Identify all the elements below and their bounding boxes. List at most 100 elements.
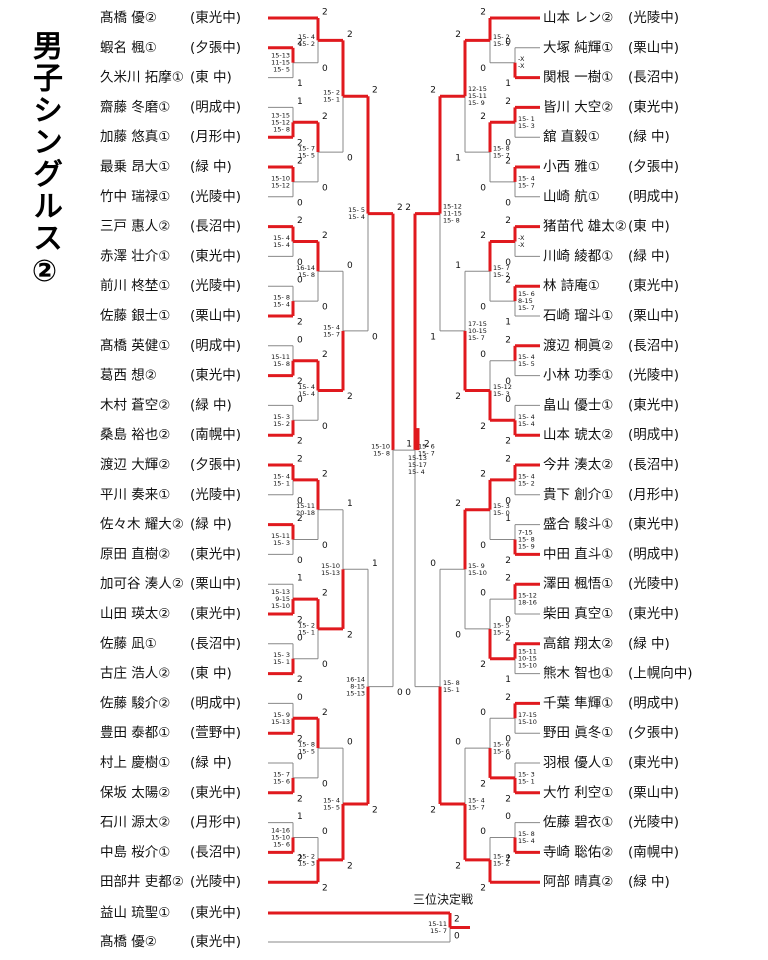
match-result: 0 [505, 812, 511, 822]
player-name: 葛西 想② [100, 368, 157, 384]
match-result: 0 [480, 827, 486, 837]
player-name: 山本 琥太② [543, 427, 613, 443]
match-score: 15- 2 [298, 40, 315, 48]
player-school: (東 中) [190, 666, 232, 682]
match-score: 15- 7 [273, 770, 290, 778]
match-score: 15-11 [428, 920, 447, 928]
match-result: 2 [505, 276, 511, 286]
match-result: 2 [454, 915, 460, 925]
match-score: 15- 4 [518, 837, 535, 845]
match-score: 15- 3 [518, 770, 535, 778]
match-score: 15- 9 [273, 711, 290, 719]
match-result: 2 [347, 630, 353, 640]
match-result: 2 [297, 854, 303, 864]
player-school: (光陵中) [190, 874, 241, 890]
match-result: 2 [347, 392, 353, 402]
match-score: 15-10 [271, 174, 290, 182]
player-school: (緑 中) [628, 248, 670, 264]
match-score: 15- 6 [418, 443, 435, 451]
player-name: 澤田 楓悟① [543, 576, 613, 592]
match-score: 15- 9 [518, 543, 535, 551]
match-score: 15-12 [271, 181, 290, 189]
match-score: 18-16 [518, 599, 537, 607]
player-school: (月形中) [190, 815, 241, 831]
player-school: (月形中) [190, 129, 241, 145]
match-score: 15- 5 [323, 803, 340, 811]
match-score: 15- 4 [518, 353, 535, 361]
match-result: 2 [322, 350, 328, 360]
match-score: 15- 8 [518, 830, 535, 838]
match-score: 15-11 [271, 353, 290, 361]
match-result: 2 [455, 30, 461, 40]
player-school: (栗山中) [628, 785, 679, 801]
match-result: 0 [297, 258, 303, 268]
player-school: (東光中) [628, 606, 679, 622]
match-result: 1 [297, 79, 303, 89]
match-score: 15- 7 [518, 181, 535, 189]
match-result: 2 [505, 437, 511, 447]
player-school: (長沼中) [190, 636, 241, 652]
match-result: 1 [297, 812, 303, 822]
match-result: 2 [372, 86, 378, 96]
player-school: (光陵中) [628, 815, 679, 831]
match-result: 1 [505, 318, 511, 328]
player-school: (東 中) [628, 219, 670, 235]
player-name: 貴下 創介① [543, 487, 613, 503]
match-score: 11-15 [271, 59, 290, 67]
match-score: 15- 7 [493, 264, 510, 272]
match-score: 15- 4 [273, 301, 290, 309]
player-name: 齋藤 冬磨① [100, 98, 170, 115]
player-name: 小林 功季① [543, 368, 613, 384]
match-result: 0 [297, 395, 303, 405]
match-score: 15- 8 [493, 145, 510, 153]
player-school: (緑 中) [628, 636, 670, 652]
match-result: 2 [505, 794, 511, 804]
match-score: 15-13 [271, 52, 290, 60]
match-score: 15- 8 [373, 450, 390, 458]
match-score: 15- 5 [298, 748, 315, 756]
player-name: 豊田 泰都① [100, 725, 170, 741]
player-name: 石川 源太② [100, 815, 170, 831]
match-result: 2 [480, 884, 486, 894]
match-score: 15- 4 [298, 383, 315, 391]
match-result: 2 [480, 231, 486, 241]
player-name: 小西 雅① [543, 159, 600, 175]
match-score: 15- 7 [298, 145, 315, 153]
player-name: 盛合 駿斗① [543, 517, 613, 533]
player-name: 羽根 優人① [543, 755, 613, 771]
player-name: 田部井 吏都② [100, 874, 184, 890]
player-school: (東光中) [628, 278, 679, 294]
player-name: 髙橋 優② [100, 9, 157, 26]
player-school: (明成中) [628, 695, 679, 711]
match-score: 15- 7 [468, 334, 485, 342]
player-name: 舘 直毅① [543, 128, 600, 145]
match-score: 13-15 [271, 111, 290, 119]
match-score: 15-12 [271, 118, 290, 126]
player-school: (月形中) [628, 487, 679, 503]
match-result: 0 [322, 660, 328, 670]
match-score: -X [518, 55, 525, 63]
match-score: 15- 5 [273, 66, 290, 74]
player-name: 保坂 太陽② [100, 785, 170, 801]
match-result: 0 [397, 688, 403, 698]
match-result: 2 [297, 216, 303, 226]
match-result: 0 [347, 154, 353, 164]
player-school: (緑 中) [190, 159, 232, 175]
player-school: (光陵中) [628, 576, 679, 592]
player-name: 蝦名 楓① [100, 40, 157, 56]
match-result: 0 [505, 496, 511, 506]
match-score: 16-14 [346, 676, 365, 684]
player-school: (南幌中) [628, 844, 679, 860]
match-score: 15- 2 [298, 621, 315, 629]
player-school: (夕張中) [628, 159, 679, 175]
match-score: 15-13 [346, 690, 365, 698]
match-result: 2 [505, 556, 511, 566]
match-result: 2 [480, 8, 486, 18]
match-score: 15- 7 [418, 450, 435, 458]
match-score: 15-11 [271, 532, 290, 540]
match-score: 15- 2 [493, 271, 510, 279]
player-name: 柴田 真空① [543, 606, 613, 622]
match-score: -X [518, 234, 525, 242]
match-result: 1 [505, 675, 511, 685]
